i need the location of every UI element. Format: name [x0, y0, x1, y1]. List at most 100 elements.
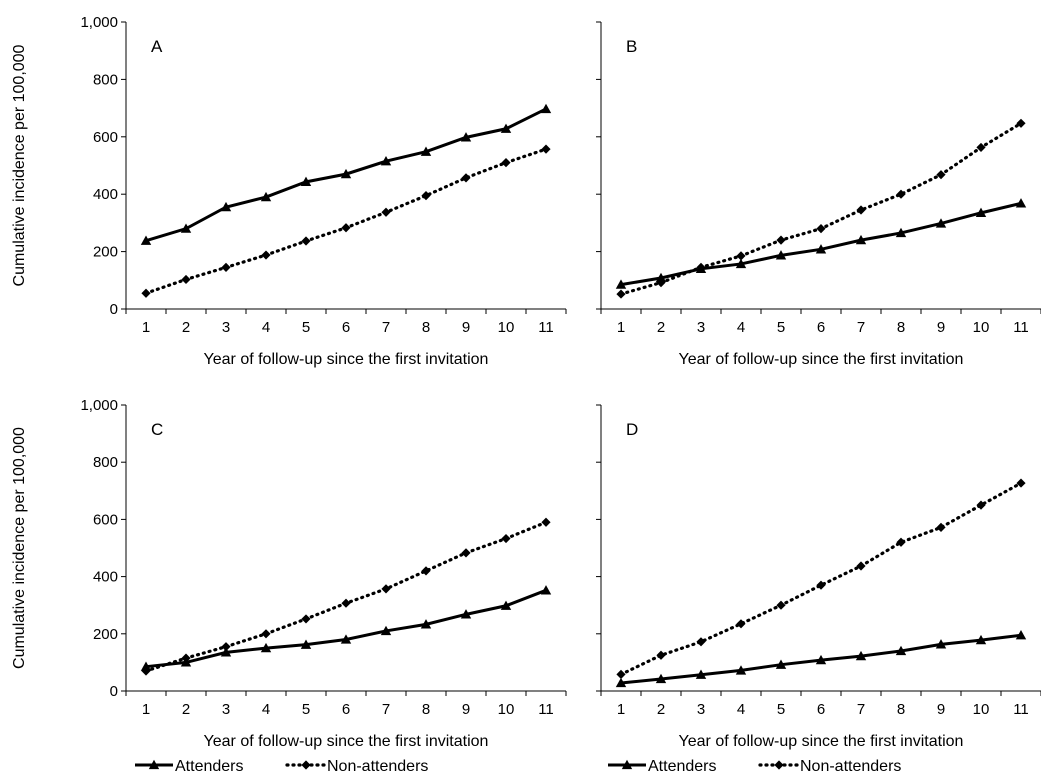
- legend-label: Attenders: [648, 758, 716, 775]
- panel-a: 0 200 400 600 800 1,000 1 2 3 4 5 6 7 8 9 10 11 Year of f…: [11, 14, 567, 368]
- y-tick-label: 200: [93, 626, 118, 643]
- x-tick-label: 4: [737, 319, 745, 336]
- x-tick-label: 3: [697, 701, 705, 718]
- x-tick-label: 2: [657, 319, 665, 336]
- legend: Attenders Non-attenders: [135, 758, 428, 775]
- data-point-diamond: [696, 637, 706, 647]
- data-point-triangle: [735, 258, 747, 269]
- y-tick-label: 400: [93, 569, 118, 586]
- legend-label: Non-attenders: [327, 758, 428, 775]
- data-point-diamond: [816, 580, 826, 590]
- x-tick-label: 11: [538, 701, 554, 718]
- legend-marker-triangle: [621, 759, 633, 770]
- data-point-diamond: [421, 566, 431, 576]
- data-point-diamond: [501, 533, 511, 544]
- data-point-triangle: [220, 647, 232, 657]
- x-tick-label: 4: [262, 701, 270, 718]
- x-tick-label: 5: [777, 701, 785, 718]
- data-point-triangle: [340, 168, 352, 179]
- x-tick-label: 7: [382, 319, 390, 336]
- series-attenders: [140, 585, 552, 671]
- x-tick-label: 10: [498, 319, 515, 336]
- data-point-triangle: [500, 123, 512, 133]
- series-attenders: [140, 103, 552, 245]
- data-point-triangle: [540, 103, 552, 114]
- data-point-triangle: [220, 201, 232, 212]
- x-tick-label: 4: [262, 319, 270, 336]
- data-point-diamond: [656, 650, 666, 660]
- x-tick-label: 8: [897, 701, 905, 718]
- x-tick-label: 5: [302, 319, 310, 336]
- data-point-triangle: [895, 645, 907, 656]
- data-point-diamond: [181, 274, 191, 285]
- x-axis-label: Year of follow-up since the first invita…: [204, 733, 489, 750]
- x-tick-label: 2: [182, 319, 190, 336]
- data-point-triangle: [815, 244, 827, 254]
- legend-marker-diamond: [774, 760, 784, 770]
- data-point-triangle: [260, 642, 272, 653]
- data-point-triangle: [1015, 630, 1027, 640]
- x-tick-label: 11: [1013, 701, 1029, 718]
- y-tick-label: 800: [93, 71, 118, 88]
- x-tick-label: 6: [342, 319, 350, 336]
- data-point-diamond: [1016, 118, 1026, 128]
- x-tick-label: 1: [617, 701, 625, 718]
- series-line-non-attenders: [619, 121, 1023, 296]
- series-non-attenders: [616, 478, 1026, 680]
- x-tick-label: 6: [817, 319, 825, 336]
- data-point-triangle: [775, 250, 787, 260]
- data-point-triangle: [695, 669, 707, 679]
- x-tick-label: 3: [222, 319, 230, 336]
- data-point-diamond: [1016, 478, 1026, 488]
- x-tick-label: 1: [142, 701, 150, 718]
- data-point-diamond: [856, 205, 866, 215]
- panel-label: D: [626, 420, 638, 439]
- data-point-triangle: [735, 665, 747, 675]
- panel-label: A: [151, 37, 163, 56]
- data-point-diamond: [976, 142, 986, 153]
- data-point-diamond: [381, 584, 391, 594]
- data-point-triangle: [975, 634, 987, 645]
- x-tick-label: 2: [182, 701, 190, 718]
- panel-label: B: [626, 37, 637, 56]
- x-tick-label: 10: [498, 701, 515, 718]
- panel-label: C: [151, 420, 163, 439]
- x-tick-label: 11: [1013, 319, 1029, 336]
- x-tick-label: 9: [937, 319, 945, 336]
- data-point-diamond: [221, 262, 231, 272]
- data-point-triangle: [1015, 198, 1027, 208]
- y-axis-label: Cumulative incidence per 100,000: [11, 427, 28, 669]
- x-tick-label: 4: [737, 701, 745, 718]
- data-point-diamond: [301, 236, 311, 246]
- y-axis-label: Cumulative incidence per 100,000: [11, 44, 28, 286]
- data-point-triangle: [895, 227, 907, 238]
- series-attenders: [615, 630, 1027, 688]
- x-tick-label: 9: [462, 701, 470, 718]
- data-point-diamond: [541, 517, 551, 527]
- panel-c: 0 200 400 600 800 1,000 1 2 3 4 5 6 7 8 9 10 11 Year of f…: [11, 397, 567, 750]
- legend-marker-diamond: [301, 760, 311, 770]
- data-point-diamond: [221, 642, 231, 652]
- data-point-triangle: [140, 235, 152, 245]
- data-point-diamond: [301, 614, 311, 624]
- data-point-diamond: [696, 262, 706, 272]
- series-non-attenders: [141, 517, 551, 676]
- data-point-diamond: [261, 250, 271, 260]
- series-non-attenders: [616, 118, 1026, 299]
- data-point-diamond: [381, 207, 391, 217]
- data-point-diamond: [341, 223, 351, 233]
- data-point-triangle: [380, 625, 392, 636]
- series-line-non-attenders: [144, 520, 548, 673]
- data-point-diamond: [541, 144, 551, 154]
- series-attenders: [615, 198, 1027, 289]
- x-tick-label: 5: [777, 319, 785, 336]
- data-point-diamond: [141, 288, 151, 298]
- data-point-diamond: [816, 224, 826, 234]
- x-tick-label: 10: [973, 701, 990, 718]
- y-tick-label: 1,000: [80, 14, 118, 31]
- x-tick-label: 1: [617, 319, 625, 336]
- x-tick-label: 7: [857, 701, 865, 718]
- data-point-diamond: [501, 158, 511, 168]
- legend-marker-triangle: [148, 759, 160, 770]
